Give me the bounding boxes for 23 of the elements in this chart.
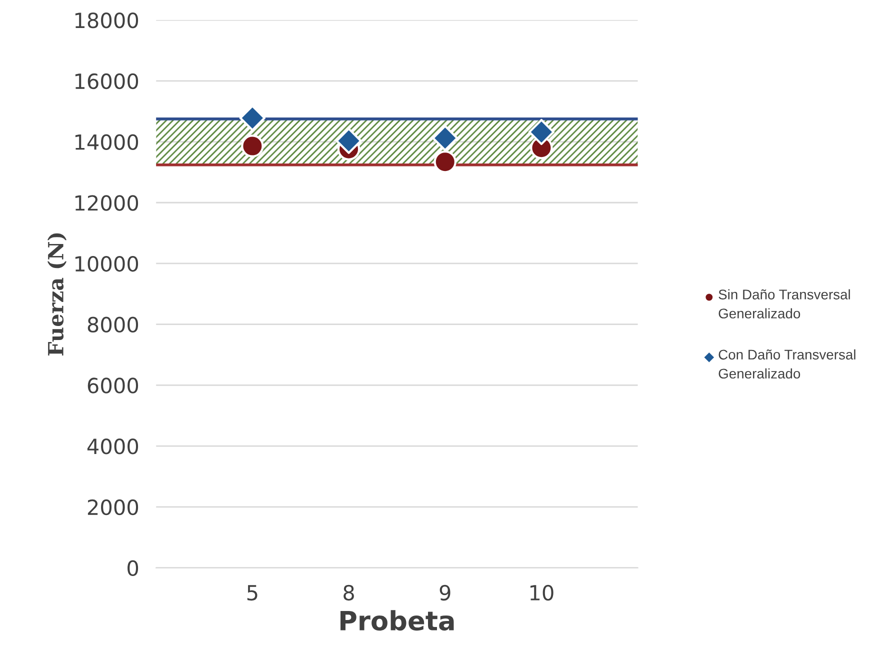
x-tick-label: 5 — [247, 585, 258, 601]
point — [336, 128, 362, 154]
x-tick-label: 10 — [530, 584, 554, 601]
legend-label: Con Daño Transversal Generalizado — [718, 349, 856, 379]
point — [432, 125, 458, 152]
y-tick-label: 16000 — [75, 73, 138, 90]
point — [528, 118, 555, 146]
y-tick-label: 10000 — [75, 256, 138, 272]
y-tick-label: 18000 — [75, 12, 138, 28]
y-tick-label: 14000 — [75, 134, 138, 150]
y-tick-label: 2000 — [88, 499, 138, 516]
y-tick-label: 6000 — [88, 378, 138, 394]
x-tick-label: 9 — [440, 584, 450, 601]
legend-label: Sin Daño Transversal Generalizado — [718, 289, 850, 318]
x-tick-label: 8 — [344, 584, 354, 601]
point — [434, 150, 456, 174]
y-tick-label: 4000 — [87, 438, 138, 454]
y-tick-label: 8000 — [88, 316, 138, 333]
point — [241, 134, 264, 158]
y-axis-title: Fuerza (N) — [47, 233, 67, 356]
y-tick-label: 12000 — [75, 195, 138, 211]
x-axis-title: Probeta — [340, 610, 454, 631]
y-tick-label: 0 — [128, 560, 138, 576]
